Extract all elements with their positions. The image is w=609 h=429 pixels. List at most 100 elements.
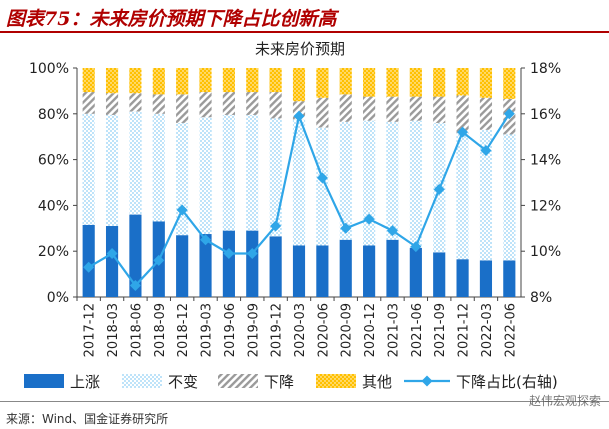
bar-unchanged: [222, 114, 235, 231]
line-marker: [410, 241, 422, 253]
x-tick-label: 2017-12: [83, 303, 98, 357]
bar-other: [409, 68, 422, 97]
x-tick-label: 2022-06: [503, 303, 518, 357]
bar-unchanged: [292, 119, 306, 246]
bar-other: [503, 68, 516, 99]
bar-up: [199, 234, 212, 297]
legend: 上涨 不变 下降 其他 下降占比(右轴): [24, 373, 558, 391]
x-tick-label: 2019-12: [270, 303, 285, 357]
x-tick-label: 2019-03: [200, 303, 215, 357]
bar-down: [152, 94, 165, 114]
bar-down: [433, 96, 446, 123]
bar-up: [363, 245, 376, 297]
bar-up: [269, 236, 282, 297]
bar-down: [82, 92, 95, 114]
bar-up: [222, 230, 235, 297]
y-left-tick-label: 100%: [29, 61, 69, 77]
line-marker: [457, 126, 469, 138]
line-marker: [106, 247, 118, 259]
line-marker: [503, 108, 515, 120]
y-right-tick-label: 14%: [530, 153, 561, 169]
x-tick-label: 2018-03: [106, 303, 121, 357]
bar-unchanged: [82, 113, 95, 225]
bar-other: [222, 68, 235, 93]
bar-unchanged: [176, 122, 189, 236]
bar-other: [129, 68, 142, 94]
bar-unchanged: [152, 113, 165, 222]
x-tick-label: 2020-03: [293, 303, 308, 357]
bar-unchanged: [363, 120, 376, 246]
line-marker: [223, 247, 235, 259]
bar-down: [339, 94, 352, 122]
y-left-tick-label: 20%: [38, 244, 69, 260]
bar-unchanged: [199, 117, 212, 235]
bar-other: [105, 68, 119, 94]
bar-up: [433, 252, 446, 297]
legend-swatch-down: [218, 374, 258, 388]
x-tick-label: 2020-09: [340, 303, 355, 357]
bar-down: [479, 97, 493, 130]
bar-up: [456, 259, 469, 297]
bar-other: [152, 68, 165, 95]
line-marker: [316, 172, 328, 184]
bar-up: [386, 239, 399, 297]
legend-swatch-up: [24, 374, 64, 388]
bar-other: [269, 68, 282, 93]
bar-other: [339, 68, 352, 95]
chart: 未来房价预期 0% 20% 40% 60% 80% 100% 8% 10% 12% 14% 16% 1…: [24, 40, 561, 391]
line-marker: [153, 254, 165, 266]
source-note: 来源：Wind、国金证券研究所: [6, 412, 169, 426]
line-marker: [246, 247, 258, 259]
bar-down: [105, 93, 119, 115]
footer-rule: [0, 401, 609, 402]
bar-down: [269, 92, 282, 119]
bar-other: [456, 68, 469, 96]
line-marker: [83, 261, 95, 273]
bar-up: [105, 226, 119, 297]
x-tick-label: 2019-09: [246, 303, 261, 357]
bar-other: [386, 68, 399, 97]
bar-down: [409, 96, 422, 121]
bar-unchanged: [479, 129, 493, 261]
bar-up: [503, 260, 516, 297]
title-rule: [0, 31, 609, 33]
bar-unchanged: [339, 121, 352, 240]
line-marker: [386, 225, 398, 237]
bar-up: [246, 230, 259, 297]
bar-down: [456, 95, 469, 134]
y-right-tick-label: 18%: [530, 61, 561, 77]
y-left-tick-label: 60%: [38, 153, 69, 169]
x-tick-label: 2021-06: [410, 303, 425, 357]
line-series: [83, 108, 515, 292]
legend-label-other: 其他: [362, 373, 392, 391]
legend-swatch-other: [316, 374, 356, 388]
x-tick-label: 2021-03: [386, 303, 401, 357]
x-tick-label: 2021-12: [457, 303, 472, 357]
x-tick-label: 2021-09: [433, 303, 448, 357]
line-marker: [270, 220, 282, 232]
bar-up: [339, 239, 352, 297]
bar-other: [246, 68, 259, 93]
bar-unchanged: [503, 134, 516, 261]
line-marker: [363, 213, 375, 225]
chart-title: 未来房价预期: [255, 40, 345, 58]
bar-other: [292, 68, 306, 102]
x-tick-labels: 2017-12 2018-03 2018-06 2018-09 2018-12 2019-…: [76, 297, 518, 357]
legend-swatch-unchanged: [122, 374, 162, 388]
bar-up: [409, 247, 422, 297]
bar-other: [176, 68, 189, 95]
x-tick-label: 2019-06: [223, 303, 238, 357]
bar-other: [363, 68, 376, 97]
y-right-tick-label: 12%: [530, 198, 561, 214]
bar-down: [199, 92, 212, 118]
bar-other: [479, 68, 493, 98]
legend-swatch-line-marker: [421, 375, 433, 387]
y-right-tick-label: 10%: [530, 244, 561, 260]
bar-up: [176, 235, 189, 297]
bar-other: [199, 68, 212, 93]
legend-label-down: 下降: [264, 373, 294, 391]
x-tick-label: 2020-12: [363, 303, 378, 357]
line-marker: [176, 204, 188, 216]
line-marker: [340, 222, 352, 234]
bar-down: [129, 93, 142, 112]
